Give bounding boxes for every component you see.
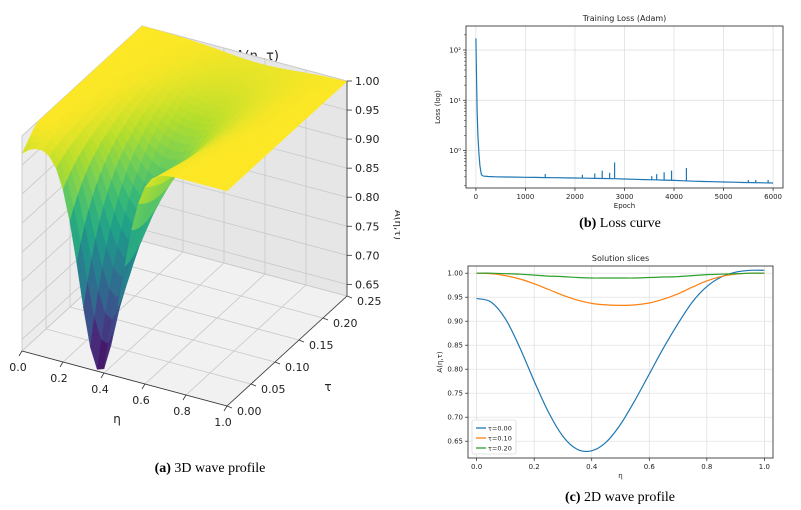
caption-a-label: (a) xyxy=(154,461,171,476)
legend-label: τ=0.00 xyxy=(488,425,512,433)
eta-tick-label: 0.8 xyxy=(173,405,191,418)
plot-area xyxy=(468,266,773,458)
eta-tick-label: 0.2 xyxy=(50,372,68,385)
legend-label: τ=0.20 xyxy=(488,445,512,453)
caption-c: (c) 2D wave profile xyxy=(505,490,735,506)
tau-tick-label: 0.00 xyxy=(237,405,262,418)
y-axis-label: Loss (log) xyxy=(434,90,442,124)
tau-tick-label: 0.20 xyxy=(333,317,358,330)
x-tick-label: 2000 xyxy=(566,193,584,201)
y-tick-label: 0.65 xyxy=(447,438,463,446)
x-tick-label: 1.0 xyxy=(759,463,770,471)
z-tick-label: 0.70 xyxy=(355,249,380,262)
eta-tick-label: 0.4 xyxy=(91,383,109,396)
tau-tick xyxy=(298,339,305,343)
series-line xyxy=(476,272,765,279)
x-tick-label: 0.4 xyxy=(586,463,598,471)
z-tick-label: 0.75 xyxy=(355,220,380,233)
eta-tick xyxy=(59,361,64,368)
legend-label: τ=0.10 xyxy=(488,435,512,443)
caption-b-label: (b) xyxy=(579,216,597,231)
caption-c-label: (c) xyxy=(564,490,581,505)
tau-tick-label: 0.10 xyxy=(285,361,310,374)
y-tick-label: 0.75 xyxy=(447,390,463,398)
y-tick-label: 10² xyxy=(449,46,461,54)
panel-loss: 0 1000 2000 3000 4000 5000 6000 10⁰ 10¹ 10² Traini… xyxy=(418,8,801,213)
y-tick-label: 0.90 xyxy=(447,318,463,326)
caption-a: (a) 3D wave profile xyxy=(60,461,360,477)
tau-tick xyxy=(250,383,257,387)
panel-3d-surface: PINN prediction A(η ,τ) 0.00.20.40.60.81… xyxy=(0,0,403,460)
x-axis-label: η xyxy=(618,472,622,480)
z-axis-label: A(η,τ) xyxy=(392,210,400,240)
x-tick-label: 3000 xyxy=(616,193,634,201)
y-tick-label: 10¹ xyxy=(449,97,461,105)
x-tick-label: 0.8 xyxy=(701,463,712,471)
tau-axis-label: τ xyxy=(324,380,331,394)
x-tick-label: 0.6 xyxy=(644,463,656,471)
y-tick-label: 1.00 xyxy=(447,270,463,278)
x-tick-label: 1000 xyxy=(517,193,535,201)
axes-ticks: 0.0 0.2 0.4 0.6 0.8 1.0 0.00 0.05 0.10 0.15 0.20 0.… xyxy=(9,75,403,429)
eta-axis-line xyxy=(21,350,228,407)
eta-axis-label: η xyxy=(113,412,121,426)
panel-slices: 0.0 0.2 0.4 0.6 0.8 1.0 0.65 0.70 0.75 0.80 0.85 0.… xyxy=(418,254,801,486)
y-tick-label: 0.95 xyxy=(447,294,463,302)
y-tick-label: 0.70 xyxy=(447,414,463,422)
eta-tick xyxy=(100,372,105,379)
loss-chart: 0 1000 2000 3000 4000 5000 6000 10⁰ 10¹ 10² Traini… xyxy=(434,14,784,210)
surface-patch xyxy=(219,185,232,192)
tau-tick xyxy=(322,317,329,321)
z-tick-label: 1.00 xyxy=(355,75,380,88)
x-axis-label: Epoch xyxy=(614,202,635,210)
z-tick-label: 0.65 xyxy=(355,278,380,291)
chart-title: Solution slices xyxy=(592,254,649,263)
x-tick-label: 6000 xyxy=(764,193,782,201)
y-tick-label: 10⁰ xyxy=(449,147,461,155)
x-tick-label: 0.0 xyxy=(471,463,482,471)
eta-tick xyxy=(223,405,228,412)
z-tick-label: 0.85 xyxy=(355,162,380,175)
x-tick-label: 0 xyxy=(474,193,478,201)
tau-tick xyxy=(226,405,233,409)
grid-y xyxy=(45,114,252,385)
series-line xyxy=(476,272,765,307)
x-tick-label: 5000 xyxy=(715,193,733,201)
surface-3d-plot: PINN prediction A(η ,τ) 0.00.20.40.60.81… xyxy=(9,24,403,429)
eta-tick-label: 0.6 xyxy=(132,394,150,407)
caption-c-text: 2D wave profile xyxy=(584,490,675,505)
series-line xyxy=(476,269,765,453)
z-tick-label: 0.80 xyxy=(355,191,380,204)
tau-axis-line xyxy=(226,295,348,407)
tau-tick xyxy=(274,361,281,365)
surface-mesh xyxy=(21,25,348,370)
tau-tick-label: 0.05 xyxy=(261,383,286,396)
x-tick-label: 0.2 xyxy=(529,463,540,471)
eta-tick-label: 1.0 xyxy=(214,416,232,429)
plot-frame xyxy=(467,265,774,459)
eta-tick xyxy=(18,350,23,357)
eta-tick xyxy=(182,394,187,401)
slices-chart: 0.0 0.2 0.4 0.6 0.8 1.0 0.65 0.70 0.75 0.80 0.85 0.… xyxy=(436,254,774,480)
tau-tick-label: 0.25 xyxy=(357,295,382,308)
y-axis-label: A(η,τ) xyxy=(436,351,444,372)
chart-title: Training Loss (Adam) xyxy=(582,14,667,23)
eta-tick xyxy=(141,383,146,390)
plot-frame xyxy=(465,25,784,189)
caption-b-text: Loss curve xyxy=(599,216,661,231)
caption-b: (b) Loss curve xyxy=(520,216,720,232)
z-tick-label: 0.90 xyxy=(355,133,380,146)
caption-a-text: 3D wave profile xyxy=(174,461,266,476)
z-tick-label: 0.95 xyxy=(355,104,380,117)
tau-tick xyxy=(346,295,353,299)
loss-line xyxy=(475,38,774,184)
y-tick-label: 0.80 xyxy=(447,366,463,374)
x-tick-label: 4000 xyxy=(665,193,683,201)
y-tick-label: 0.85 xyxy=(447,342,463,350)
tau-tick-label: 0.15 xyxy=(309,339,334,352)
eta-tick-label: 0.0 xyxy=(9,361,27,374)
